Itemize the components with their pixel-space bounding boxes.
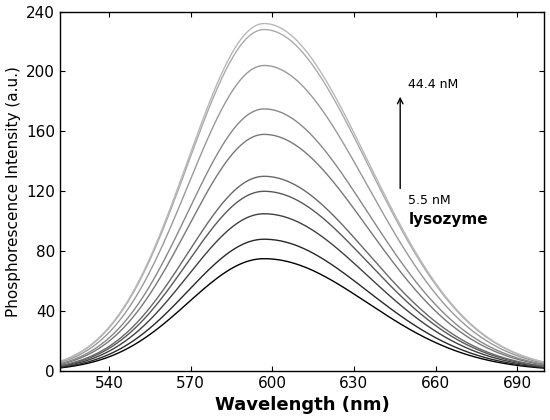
Text: lysozyme: lysozyme xyxy=(408,212,488,227)
Text: 5.5 nM: 5.5 nM xyxy=(408,194,451,207)
Y-axis label: Phosphorescence Intensity (a.u.): Phosphorescence Intensity (a.u.) xyxy=(6,66,20,317)
Text: 44.4 nM: 44.4 nM xyxy=(408,78,459,91)
X-axis label: Wavelength (nm): Wavelength (nm) xyxy=(215,396,389,415)
